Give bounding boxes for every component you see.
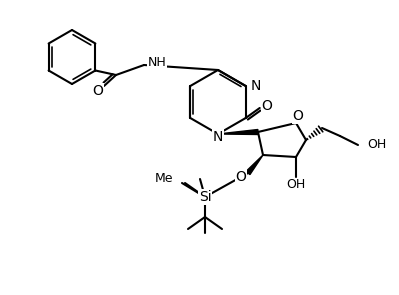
Text: O: O — [261, 99, 272, 113]
Text: OH: OH — [367, 138, 386, 152]
Text: O: O — [93, 84, 103, 98]
Text: OH: OH — [286, 178, 306, 191]
Polygon shape — [246, 155, 263, 175]
Polygon shape — [218, 130, 258, 135]
Text: NH: NH — [148, 57, 167, 70]
Text: N: N — [251, 79, 261, 93]
Text: Me: Me — [154, 171, 173, 184]
Text: O: O — [292, 109, 303, 123]
Text: Si: Si — [199, 190, 211, 204]
Text: O: O — [235, 170, 247, 184]
Text: N: N — [213, 130, 223, 144]
